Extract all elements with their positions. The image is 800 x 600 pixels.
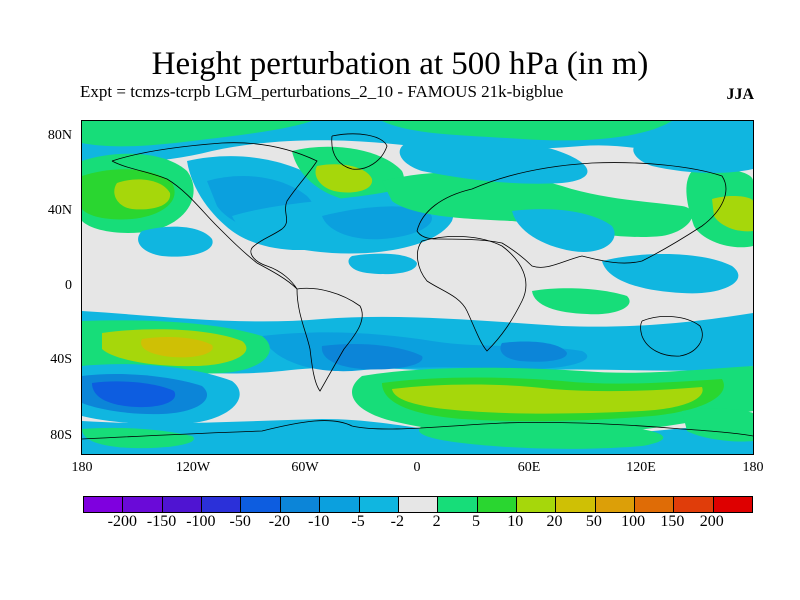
contour-arctic-green [382, 121, 672, 141]
contour-souther-ocean-deep [92, 381, 176, 408]
lat-label-0: 0 [65, 278, 72, 293]
color-bar-label: -2 [390, 513, 404, 530]
contour-south-indian-blue [500, 341, 567, 362]
lon-label-180w: 180 [71, 460, 93, 475]
color-bar-swatch [477, 497, 517, 512]
coastline-eurasia [416, 162, 727, 268]
color-bar-label: 200 [699, 513, 724, 530]
color-bar [83, 496, 753, 513]
contour-asia-cyan [512, 209, 615, 252]
contour-spacific-orange [141, 337, 213, 358]
color-bar-swatch [674, 497, 714, 512]
contour-tropic-atlantic-cyan [348, 253, 417, 275]
coastlines [82, 133, 753, 440]
coastline-north-america [111, 142, 318, 290]
chart-title: Height perturbation at 500 hPa (in m) [151, 46, 649, 82]
color-bar-label: -50 [229, 513, 251, 530]
contour-antarctic-green-west [82, 427, 194, 449]
contour-arctic-green-west [82, 121, 312, 147]
color-bar-label: 100 [621, 513, 646, 530]
color-bar-label: -200 [107, 513, 137, 530]
color-bar-swatch [438, 497, 478, 512]
color-bar-label: 50 [585, 513, 602, 530]
coastline-africa [417, 236, 527, 352]
color-bar-label: 2 [432, 513, 441, 530]
lon-label-180e: 180 [742, 460, 764, 475]
contour-pacific-cyan [138, 226, 213, 257]
color-bar-label: -20 [268, 513, 291, 530]
lat-label-40s: 40S [50, 352, 72, 367]
color-bar-swatch [162, 497, 203, 512]
coastline-south-america [296, 287, 363, 392]
season-label: JJA [726, 86, 754, 103]
lon-label-0: 0 [413, 460, 421, 475]
lon-label-60e: 60E [517, 460, 541, 475]
color-bar-swatch [595, 497, 636, 512]
lon-label-120w: 120W [175, 460, 211, 475]
coastline-antarctica [82, 420, 753, 440]
contour-south-deep-blue [321, 344, 423, 370]
color-bar-swatch [123, 497, 163, 512]
contour-eurasia-cyan [399, 138, 588, 184]
contour-eurasia-green [382, 171, 693, 238]
color-bar-label: 5 [471, 513, 480, 530]
coastline-greenland [331, 133, 388, 170]
contour-npacific-east-yellow [712, 195, 753, 232]
color-bar-label: -10 [308, 513, 330, 530]
color-bar-swatch [713, 497, 753, 512]
color-bar-swatch [202, 497, 242, 512]
lat-label-80s: 80S [50, 428, 72, 443]
lon-label-60w: 60W [291, 460, 319, 475]
map-panel [81, 120, 754, 455]
chart-subtitle: Expt = tcmzs-tcrpb LGM_perturbations_2_1… [80, 82, 564, 101]
color-bar-swatch [516, 497, 557, 512]
color-bar-swatch [635, 497, 675, 512]
contour-map [82, 121, 753, 454]
contour-antarctic-green-east [418, 422, 664, 449]
coastline-australia [640, 316, 703, 357]
contour-atlantic-blue [322, 206, 432, 240]
lon-label-120e: 120E [626, 460, 656, 475]
color-bar-label: 20 [546, 513, 563, 530]
color-bar-label: -100 [186, 513, 216, 530]
contour-npacific-yellow [114, 179, 171, 210]
color-bar-swatch [359, 497, 399, 512]
contour-satlantic-yellow [392, 384, 703, 414]
color-bar-swatch [280, 497, 321, 512]
color-bar-swatch [84, 497, 124, 512]
color-bar-swatch [320, 497, 360, 512]
contour-tropic-pacific-cyan [602, 254, 739, 294]
color-bar-label: -150 [146, 513, 177, 530]
color-bar-label: 150 [660, 513, 685, 530]
color-bar-swatch [556, 497, 596, 512]
lat-label-80n: 80N [47, 128, 72, 143]
contour-natlantic-yellow [315, 164, 373, 193]
color-bar-label: -5 [351, 513, 365, 530]
color-bar-label: 10 [507, 513, 524, 530]
color-bar-swatch [241, 497, 281, 512]
lat-label-40n: 40N [47, 203, 72, 218]
color-bar-swatch [398, 497, 439, 512]
contour-tropic-indian-green [532, 288, 630, 315]
